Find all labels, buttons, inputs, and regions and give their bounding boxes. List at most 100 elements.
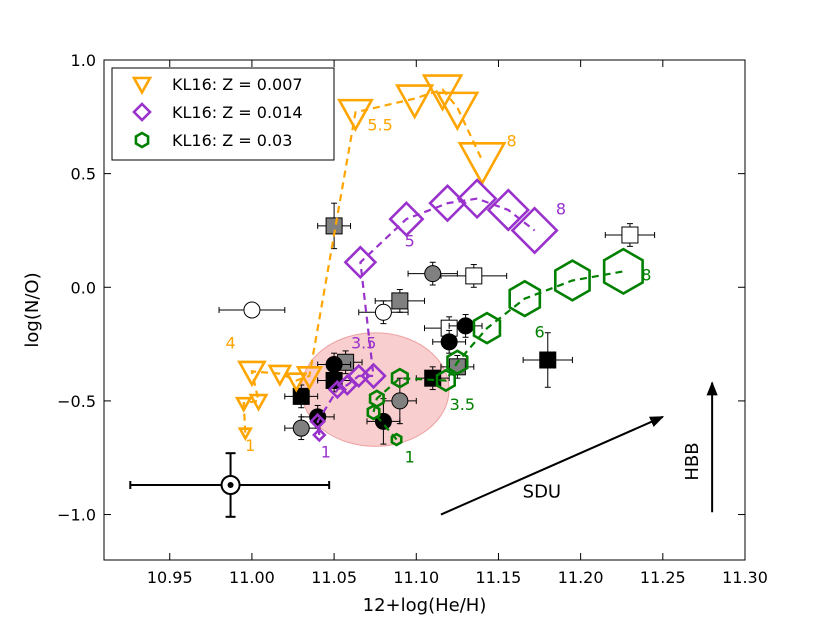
legend-label-z0007: KL16: Z = 0.007: [172, 75, 303, 94]
model-point: [390, 432, 403, 447]
model-point: [234, 396, 253, 413]
x-axis-label: 12+log(He/H): [363, 595, 487, 616]
y-tick-label: −0.5: [57, 392, 96, 411]
observation-circle: [440, 333, 458, 351]
y-tick-label: 0.0: [71, 278, 96, 297]
model-point: [337, 98, 374, 132]
legend-label-z003: KL16: Z = 0.03: [172, 131, 292, 150]
model-point: [368, 389, 385, 408]
x-tick-label: 11.00: [229, 568, 275, 587]
x-tick-label: 11.10: [393, 568, 439, 587]
model-point: [366, 404, 381, 421]
model-point: [237, 360, 267, 388]
trend-arrows: SDU HBB: [440, 381, 718, 516]
observation-square: [391, 292, 409, 310]
observation-point: [604, 223, 656, 247]
observation-circle: [325, 356, 343, 374]
observation-points: [218, 202, 656, 445]
y-axis-ticks: 1.0 0.5 0.0 −0.5 −1.0: [57, 51, 745, 525]
model-track-line: [316, 197, 536, 436]
model-point: [472, 311, 502, 345]
legend-marker: [132, 102, 152, 122]
model-point: [446, 349, 469, 376]
observation-point: [317, 352, 352, 377]
observation-point: [440, 264, 508, 288]
model-point: [237, 427, 253, 442]
observation-circle: [457, 317, 475, 335]
observation-circle: [374, 412, 392, 430]
arrow-label: SDU: [523, 482, 561, 503]
mass-label: 1: [321, 443, 331, 462]
x-tick-label: 11.20: [558, 568, 604, 587]
model-series: 145.58: [225, 74, 517, 455]
model-series: 1 3.5 6 8: [366, 247, 651, 466]
y-tick-label: 1.0: [71, 51, 96, 70]
observation-square: [539, 351, 557, 369]
x-axis-ticks: 10.95 11.00 11.05 11.10 11.15 11.20 11.25 11.30: [147, 60, 768, 587]
observation-circle: [243, 301, 261, 319]
model-point: [360, 362, 387, 390]
y-tick-label: −1.0: [57, 506, 96, 525]
mass-label: 8: [556, 200, 566, 219]
mass-label: 3.5: [351, 334, 376, 353]
model-point: [553, 259, 591, 302]
observation-circle: [424, 265, 442, 283]
legend-label-z0014: KL16: Z = 0.014: [172, 103, 303, 122]
x-tick-label: 11.15: [476, 568, 522, 587]
model-point: [456, 178, 498, 220]
plot-frame: [103, 59, 746, 561]
observation-square: [292, 387, 310, 405]
model-point: [457, 142, 507, 186]
observation-point: [218, 301, 286, 319]
observation-square: [465, 267, 483, 285]
legend-marker: [134, 131, 150, 149]
arrow-label: HBB: [682, 442, 703, 480]
model-point: [312, 427, 327, 443]
mass-label: 1: [245, 436, 255, 455]
observation-point: [358, 300, 409, 325]
solar-value: [129, 452, 331, 518]
observation-square: [621, 226, 639, 244]
legend: KL16: Z = 0.007 KL16: Z = 0.014 KL16: Z …: [111, 67, 335, 161]
legend-marker: [131, 76, 153, 96]
mass-label: 6: [534, 322, 544, 341]
mass-label: 1: [405, 447, 415, 466]
y-axis-label: log(N/O): [22, 272, 43, 347]
mass-label: 5.5: [367, 115, 392, 134]
observation-circle: [309, 408, 327, 426]
model-point: [267, 364, 293, 388]
model-point: [435, 91, 480, 132]
observation-circle: [374, 303, 392, 321]
observation-point: [407, 261, 458, 286]
observation-circle: [292, 419, 310, 437]
x-tick-label: 11.25: [640, 568, 686, 587]
trend-arrow: [440, 415, 665, 516]
x-tick-label: 11.05: [311, 568, 357, 587]
observation-point: [317, 202, 352, 250]
observation-point: [284, 384, 319, 409]
observation-point: [432, 329, 467, 354]
legend-markers: [131, 76, 153, 149]
mass-label: 4: [225, 334, 235, 353]
model-point: [486, 188, 530, 232]
y-tick-label: 0.5: [71, 165, 96, 184]
observation-circle: [391, 392, 409, 410]
model-point: [508, 279, 542, 318]
x-tick-label: 10.95: [147, 568, 193, 587]
model-point: [343, 245, 378, 280]
model-point: [285, 372, 308, 393]
model-point: [602, 247, 644, 296]
model-point: [388, 201, 425, 238]
model-series: 1 3.5 5 8: [309, 178, 566, 462]
observation-point: [284, 416, 319, 441]
mass-label: 5: [405, 231, 415, 250]
sun-symbol-dot: [227, 482, 234, 488]
observation-point: [522, 332, 573, 388]
model-point: [435, 368, 456, 393]
model-point: [309, 412, 327, 430]
model-point: [327, 379, 348, 400]
model-point: [248, 393, 269, 412]
mass-label: 8: [641, 265, 651, 284]
